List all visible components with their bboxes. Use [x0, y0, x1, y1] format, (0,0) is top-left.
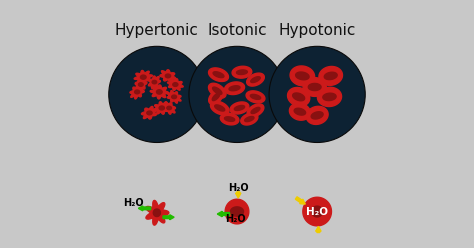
Text: H₂O: H₂O	[123, 198, 144, 208]
Polygon shape	[303, 78, 326, 96]
Polygon shape	[225, 82, 245, 94]
Polygon shape	[215, 105, 225, 111]
Polygon shape	[245, 117, 254, 122]
Polygon shape	[290, 103, 310, 120]
Polygon shape	[148, 76, 160, 89]
Polygon shape	[318, 87, 342, 106]
Polygon shape	[163, 102, 175, 114]
Polygon shape	[251, 107, 260, 114]
Polygon shape	[250, 94, 261, 99]
Polygon shape	[147, 111, 152, 115]
Polygon shape	[173, 83, 178, 86]
Polygon shape	[234, 105, 245, 110]
Text: Isotonic: Isotonic	[207, 23, 267, 38]
Polygon shape	[232, 66, 252, 78]
Polygon shape	[308, 83, 321, 91]
Polygon shape	[247, 104, 264, 117]
Polygon shape	[209, 90, 223, 104]
Polygon shape	[135, 90, 140, 94]
Polygon shape	[167, 106, 172, 110]
Polygon shape	[230, 207, 244, 216]
Circle shape	[189, 46, 285, 143]
Polygon shape	[292, 93, 305, 101]
Polygon shape	[212, 93, 220, 101]
FancyArrow shape	[316, 226, 321, 233]
Polygon shape	[160, 70, 176, 82]
Polygon shape	[172, 95, 176, 99]
Circle shape	[109, 46, 205, 143]
Text: H₂O: H₂O	[225, 215, 246, 224]
Polygon shape	[135, 78, 147, 92]
Polygon shape	[152, 80, 156, 84]
Polygon shape	[290, 66, 315, 86]
Polygon shape	[134, 70, 153, 84]
Polygon shape	[241, 113, 258, 125]
Polygon shape	[138, 83, 143, 86]
Polygon shape	[229, 86, 240, 91]
Polygon shape	[294, 108, 306, 115]
Polygon shape	[319, 66, 343, 85]
Polygon shape	[312, 206, 323, 217]
Polygon shape	[225, 199, 249, 224]
Polygon shape	[306, 106, 328, 124]
Polygon shape	[159, 106, 164, 110]
Polygon shape	[167, 91, 181, 103]
Polygon shape	[213, 72, 224, 78]
Polygon shape	[296, 72, 309, 80]
Text: Hypertonic: Hypertonic	[115, 23, 199, 38]
Polygon shape	[323, 93, 336, 100]
Polygon shape	[140, 75, 146, 79]
FancyArrow shape	[236, 192, 241, 198]
Polygon shape	[150, 85, 168, 99]
Polygon shape	[213, 87, 222, 94]
Polygon shape	[230, 102, 249, 114]
Polygon shape	[303, 197, 331, 226]
Polygon shape	[251, 77, 260, 83]
Text: H₂O: H₂O	[228, 183, 248, 193]
Polygon shape	[154, 102, 170, 114]
Polygon shape	[209, 68, 228, 82]
Polygon shape	[130, 85, 144, 99]
Polygon shape	[209, 83, 226, 98]
Polygon shape	[246, 73, 264, 86]
Polygon shape	[311, 112, 323, 119]
FancyArrow shape	[217, 211, 229, 217]
Polygon shape	[246, 91, 265, 103]
Polygon shape	[210, 101, 229, 115]
Polygon shape	[324, 72, 337, 80]
FancyArrow shape	[138, 206, 151, 211]
Polygon shape	[220, 113, 239, 125]
Circle shape	[269, 46, 365, 143]
Text: H₂O: H₂O	[306, 207, 328, 217]
Polygon shape	[153, 209, 160, 217]
Text: Hypotonic: Hypotonic	[278, 23, 356, 38]
FancyArrow shape	[295, 197, 305, 204]
Polygon shape	[288, 88, 310, 106]
FancyArrow shape	[163, 215, 174, 220]
Polygon shape	[225, 117, 235, 121]
Polygon shape	[167, 79, 183, 90]
Polygon shape	[146, 200, 169, 225]
Polygon shape	[237, 70, 247, 74]
Polygon shape	[165, 74, 171, 78]
Polygon shape	[156, 90, 162, 94]
Polygon shape	[141, 106, 157, 119]
